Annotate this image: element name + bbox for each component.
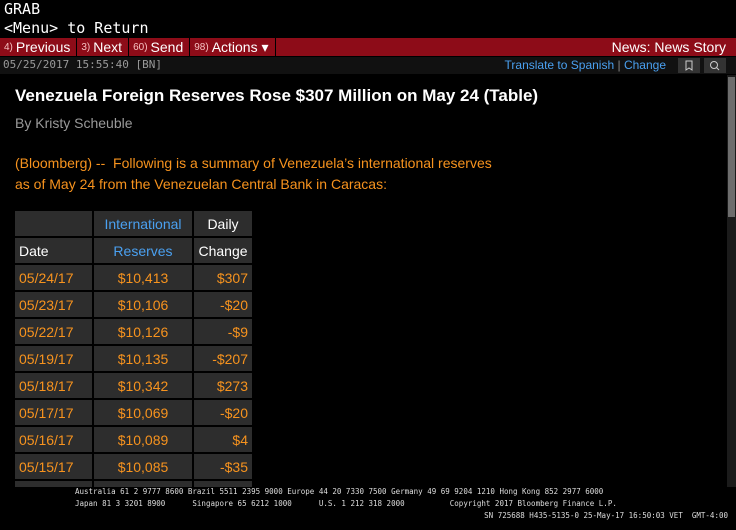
search-icon[interactable] bbox=[704, 58, 726, 73]
change[interactable]: Change bbox=[623, 58, 666, 72]
table-row: 05/17/17 $10,069 -$20 bbox=[15, 400, 252, 425]
table-cell: $10,069 bbox=[94, 400, 192, 425]
table-cell: -$2 bbox=[194, 481, 252, 487]
table-cell: $10,089 bbox=[94, 427, 192, 452]
footer-line: Australia 61 2 9777 8600 Brazil 5511 239… bbox=[75, 487, 604, 496]
separator: | bbox=[617, 58, 621, 72]
table-cell: $10,120 bbox=[94, 481, 192, 487]
byline: By Kristy Scheuble bbox=[15, 115, 133, 131]
header-row: Date Reserves Change bbox=[15, 238, 252, 263]
button-label: Send bbox=[150, 39, 184, 55]
table-row: 05/24/17 $10,413 $307 bbox=[15, 265, 252, 290]
table-cell: 05/18/17 bbox=[15, 373, 92, 398]
table-row: 05/16/17 $10,089 $4 bbox=[15, 427, 252, 452]
table-cell: $4 bbox=[194, 427, 252, 452]
toolbar-button[interactable]: 98) Actions ▾ bbox=[190, 38, 276, 56]
header-cell: Date bbox=[15, 238, 92, 263]
footer-line: SN 725688 H435-5135-0 25-May-17 16:50:03… bbox=[484, 511, 728, 520]
header-cell: Reserves bbox=[94, 238, 192, 263]
header-cell: Change bbox=[194, 238, 252, 263]
table-row: 05/22/17 $10,126 -$9 bbox=[15, 319, 252, 344]
table-cell: 05/16/17 bbox=[15, 427, 92, 452]
table-cell: -$20 bbox=[194, 292, 252, 317]
button-label: Previous bbox=[15, 39, 71, 55]
lead-line: as of May 24 from the Venezuelan Central… bbox=[15, 176, 387, 192]
table-cell: -$20 bbox=[194, 400, 252, 425]
toolbar-button[interactable]: 3) Next bbox=[77, 38, 130, 56]
timestamp: 05/25/2017 15:55:40 [BN] bbox=[3, 58, 162, 71]
table-cell: $10,106 bbox=[94, 292, 192, 317]
table-cell: $10,085 bbox=[94, 454, 192, 479]
toolbar-right[interactable]: News: News Story bbox=[611, 39, 726, 55]
header-cell bbox=[15, 211, 92, 236]
header-cell: Daily bbox=[194, 211, 252, 236]
scroll-thumb[interactable] bbox=[728, 77, 735, 217]
table-cell: -$35 bbox=[194, 454, 252, 479]
table-cell: 05/24/17 bbox=[15, 265, 92, 290]
table-cell: -$9 bbox=[194, 319, 252, 344]
table-cell: 05/15/17 bbox=[15, 454, 92, 479]
table-cell: $10,126 bbox=[94, 319, 192, 344]
toolbar: 4) Previous 3) Next 60) Send 98) Actions ▾ News:… bbox=[0, 38, 736, 56]
headline: Venezuela Foreign Reserves Rose $307 Mil… bbox=[15, 86, 539, 105]
table-row: 05/18/17 $10,342 $273 bbox=[15, 373, 252, 398]
table-cell: $10,135 bbox=[94, 346, 192, 371]
button-label: Actions ▾ bbox=[211, 38, 269, 55]
button-key: 98) bbox=[194, 41, 209, 53]
bookmark-icon[interactable] bbox=[678, 58, 700, 73]
status-bar: 05/25/2017 15:55:40 [BN] Translate to Sp… bbox=[0, 57, 736, 74]
table-cell: 05/23/17 bbox=[15, 292, 92, 317]
button-label: Next bbox=[93, 39, 123, 55]
table-cell: $307 bbox=[194, 265, 252, 290]
table-cell: 05/19/17 bbox=[15, 346, 92, 371]
header-row: International Daily bbox=[15, 211, 252, 236]
button-key: 3) bbox=[81, 41, 91, 53]
table-cell: $10,413 bbox=[94, 265, 192, 290]
table-row: 05/19/17 $10,135 -$207 bbox=[15, 346, 252, 371]
window-title: GRAB bbox=[4, 0, 41, 18]
table-cell: 05/17/17 bbox=[15, 400, 92, 425]
reserves-table: International Daily Date Reserves Change 05/2… bbox=[13, 209, 254, 487]
hint: <Menu> to Return bbox=[4, 19, 149, 37]
table-row: 05/12/17$10,120-$2 bbox=[15, 481, 252, 487]
table-cell: 05/12/17 bbox=[15, 481, 92, 487]
table-cell: $273 bbox=[194, 373, 252, 398]
table-cell: $10,342 bbox=[94, 373, 192, 398]
table-cell: -$207 bbox=[194, 346, 252, 371]
button-key: 4) bbox=[4, 41, 13, 53]
translate[interactable]: Translate to Spanish bbox=[504, 58, 615, 72]
table-cell: 05/22/17 bbox=[15, 319, 92, 344]
header-cell: International bbox=[94, 211, 192, 236]
scrollbar[interactable] bbox=[727, 75, 736, 487]
story: Venezuela Foreign Reserves Rose $307 Mil… bbox=[0, 75, 726, 487]
footer-line: Japan 81 3 3201 8900 Singapore 65 6212 1… bbox=[75, 499, 617, 508]
translate-links: Translate to Spanish | Change bbox=[505, 58, 666, 72]
lead-line: (Bloomberg) -- Following is a summary of… bbox=[15, 155, 492, 171]
table-row: 05/23/17 $10,106 -$20 bbox=[15, 292, 252, 317]
button-key: 60) bbox=[133, 41, 148, 53]
toolbar-button[interactable]: 4) Previous bbox=[0, 38, 78, 56]
table-row: 05/15/17 $10,085 -$35 bbox=[15, 454, 252, 479]
toolbar-button[interactable]: 60) Send bbox=[129, 38, 191, 56]
